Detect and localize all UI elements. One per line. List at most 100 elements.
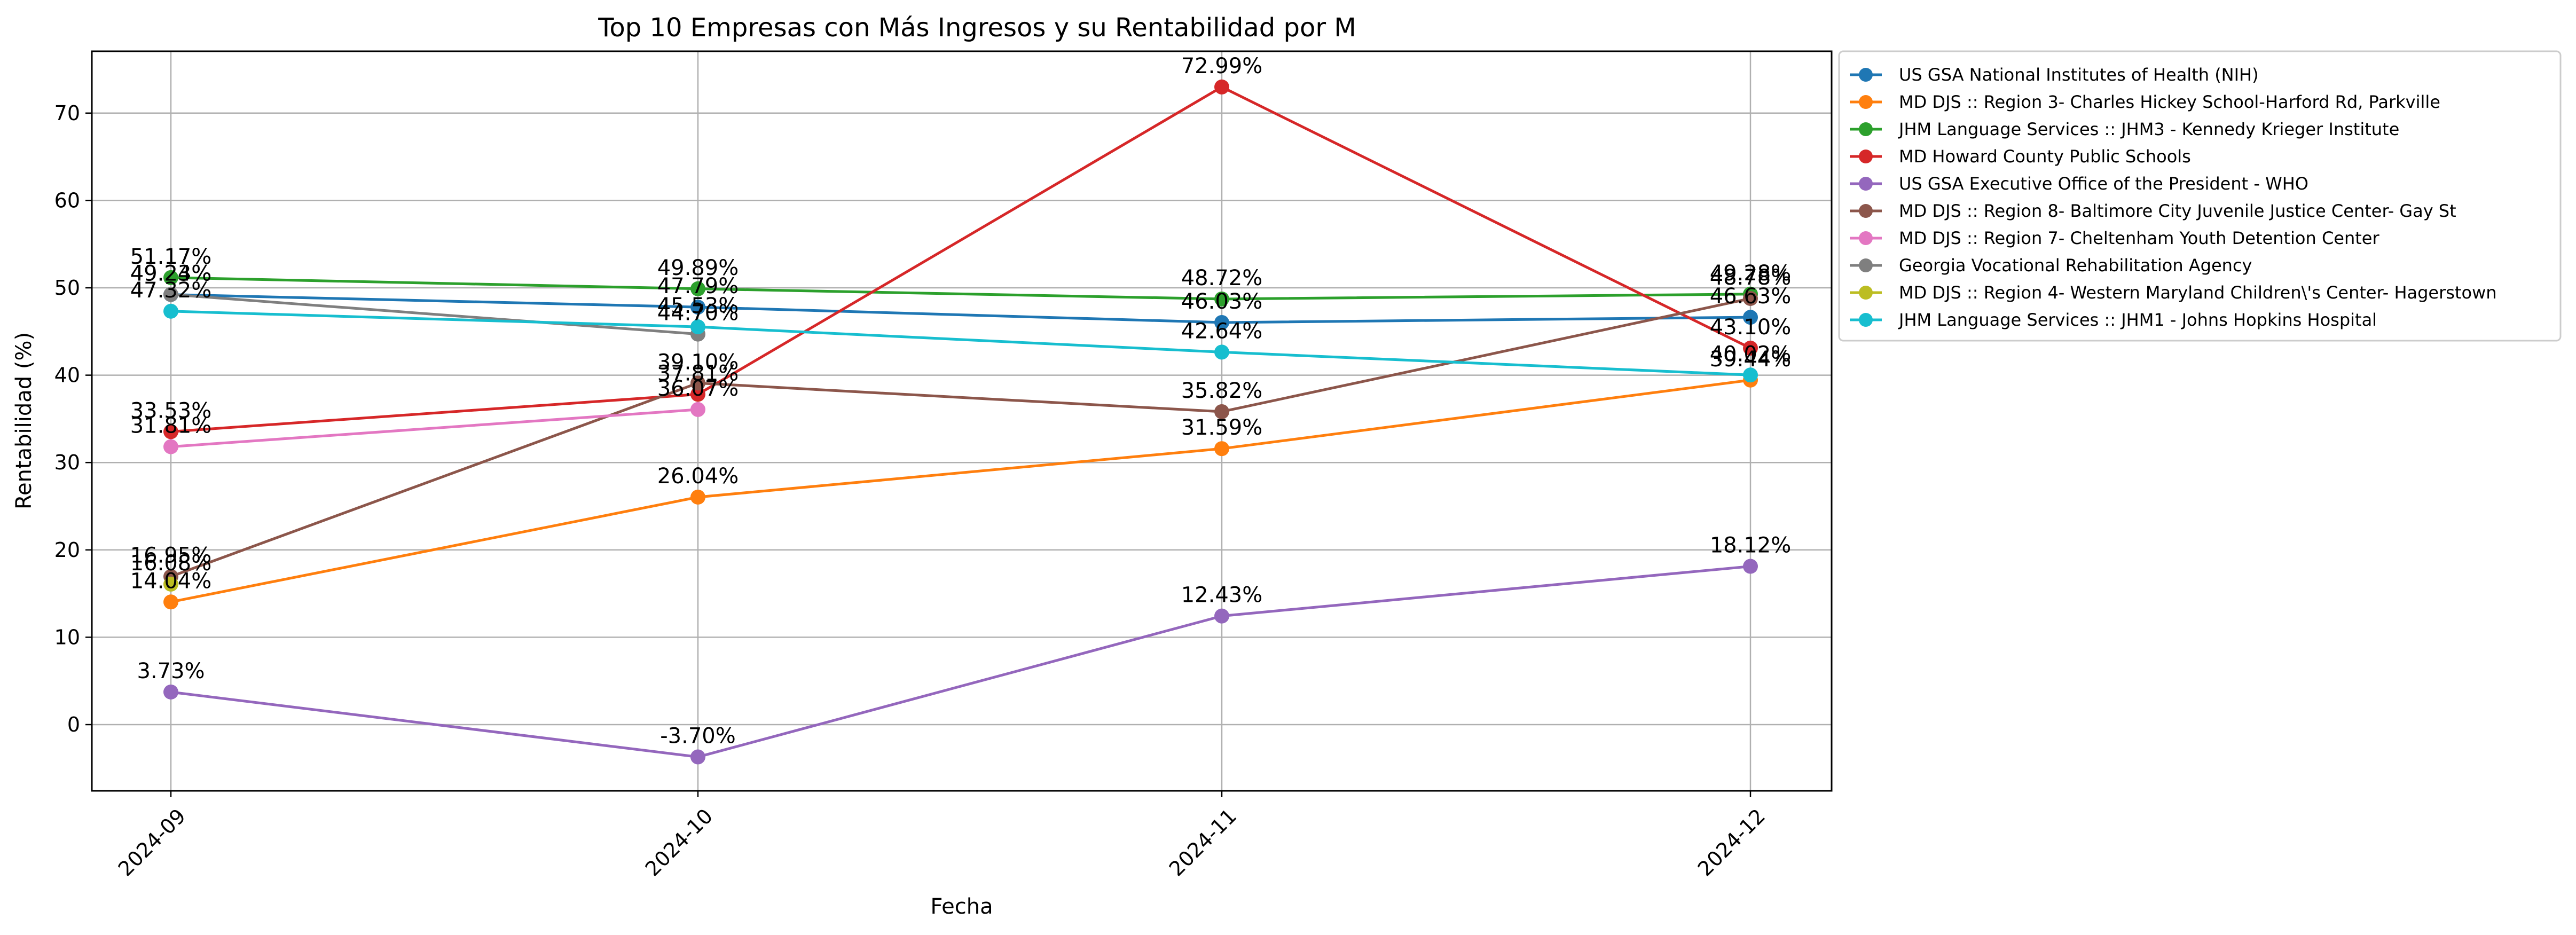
series-9 bbox=[163, 576, 178, 592]
data-point bbox=[690, 281, 705, 296]
legend-item: MD DJS :: Region 7- Cheltenham Youth Det… bbox=[1850, 228, 2379, 248]
y-tick-label: 50 bbox=[54, 276, 80, 300]
legend-label: US GSA National Institutes of Health (NI… bbox=[1899, 65, 2259, 85]
data-point bbox=[163, 594, 178, 610]
y-axis-label: Rentabilidad (%) bbox=[12, 332, 36, 509]
data-label: 18.12% bbox=[1710, 533, 1792, 558]
data-point bbox=[163, 684, 178, 700]
data-label: -3.70% bbox=[660, 724, 736, 749]
grid-lines bbox=[92, 51, 1832, 791]
data-label: 48.72% bbox=[1181, 266, 1263, 290]
plot-frame bbox=[91, 50, 1833, 792]
legend-label: Georgia Vocational Rehabilitation Agency bbox=[1899, 255, 2252, 276]
data-point bbox=[690, 402, 705, 417]
data-label: 51.17% bbox=[130, 245, 212, 269]
data-point bbox=[163, 439, 178, 454]
data-point bbox=[163, 303, 178, 319]
legend-marker bbox=[1859, 122, 1873, 136]
data-label: 39.10% bbox=[657, 350, 739, 374]
legend-item: MD DJS :: Region 8- Baltimore City Juven… bbox=[1850, 201, 2456, 221]
series-line bbox=[170, 276, 1751, 301]
series-4 bbox=[163, 79, 1758, 439]
x-axis-label: Fecha bbox=[930, 894, 993, 919]
data-label: 37.81% bbox=[657, 361, 739, 386]
data-point bbox=[163, 424, 178, 439]
data-label: 47.79% bbox=[657, 274, 739, 298]
chart-title: Top 10 Empresas con Más Ingresos y su Re… bbox=[598, 13, 1356, 43]
series-layer bbox=[163, 79, 1758, 765]
data-point bbox=[690, 300, 705, 315]
legend-item: MD DJS :: Region 4- Western Maryland Chi… bbox=[1850, 282, 2497, 303]
data-label: 49.89% bbox=[657, 256, 739, 280]
data-label: 16.08% bbox=[130, 551, 212, 576]
legend-label: MD DJS :: Region 7- Cheltenham Youth Det… bbox=[1899, 228, 2379, 248]
data-point bbox=[1214, 404, 1229, 419]
legend-label: JHM Language Services :: JHM1 - Johns Ho… bbox=[1898, 310, 2377, 330]
data-label: 12.43% bbox=[1181, 583, 1263, 608]
data-label: 42.64% bbox=[1181, 319, 1263, 343]
series-line bbox=[170, 293, 698, 336]
data-label: 31.81% bbox=[130, 414, 212, 438]
series-5 bbox=[163, 559, 1758, 765]
legend-label: MD Howard County Public Schools bbox=[1899, 146, 2191, 167]
legend-label: MD DJS :: Region 3- Charles Hickey Schoo… bbox=[1899, 92, 2440, 112]
y-tick-label: 60 bbox=[54, 188, 80, 212]
data-point bbox=[1743, 290, 1758, 306]
data-label: 48.78% bbox=[1710, 265, 1792, 290]
legend-marker bbox=[1859, 177, 1873, 191]
plot-area: 49.23% 47.79% 46.03% 46.63% 14.04% 26.04% 31.5… bbox=[91, 50, 1833, 792]
data-label: 40.02% bbox=[1710, 342, 1792, 366]
legend-item: MD Howard County Public Schools bbox=[1850, 146, 2191, 167]
data-point bbox=[1214, 291, 1229, 307]
data-label: 49.28% bbox=[1710, 261, 1792, 286]
data-point bbox=[690, 489, 705, 505]
data-labels: 49.23% 47.79% 46.03% 46.63% 14.04% 26.04% 31.5… bbox=[130, 54, 1792, 749]
data-label: 36.07% bbox=[657, 376, 739, 401]
series-line bbox=[170, 565, 1751, 759]
legend-item: Georgia Vocational Rehabilitation Agency bbox=[1850, 255, 2252, 276]
data-label: 49.23% bbox=[130, 262, 212, 286]
data-label: 46.63% bbox=[1710, 284, 1792, 309]
y-tick-label: 40 bbox=[54, 364, 80, 387]
y-tick-label: 30 bbox=[54, 451, 80, 474]
data-point bbox=[1743, 367, 1758, 383]
legend: US GSA National Institutes of Health (NI… bbox=[1838, 50, 2562, 342]
legend-item: US GSA Executive Office of the President… bbox=[1850, 174, 2308, 194]
data-label: 39.44% bbox=[1710, 347, 1792, 372]
data-point bbox=[163, 270, 178, 285]
y-tick-label: 10 bbox=[54, 625, 80, 649]
data-label: 47.32% bbox=[130, 278, 212, 303]
data-point bbox=[1743, 340, 1758, 356]
data-point bbox=[1743, 310, 1758, 325]
data-label: 31.59% bbox=[1181, 415, 1263, 440]
data-label: 72.99% bbox=[1181, 54, 1263, 78]
y-tick-label: 0 bbox=[67, 713, 80, 736]
data-label: 35.82% bbox=[1181, 379, 1263, 403]
data-label: 26.04% bbox=[657, 464, 739, 489]
data-label: 46.03% bbox=[1181, 289, 1263, 314]
legend-item: MD DJS :: Region 3- Charles Hickey Schoo… bbox=[1850, 92, 2440, 112]
legend-label: MD DJS :: Region 8- Baltimore City Juven… bbox=[1899, 201, 2456, 221]
legend-marker bbox=[1859, 95, 1873, 109]
legend-label: JHM Language Services :: JHM3 - Kennedy … bbox=[1898, 119, 2399, 139]
data-point bbox=[1214, 608, 1229, 624]
data-point bbox=[690, 375, 705, 391]
legend-label: MD DJS :: Region 4- Western Maryland Chi… bbox=[1899, 282, 2497, 303]
series-line bbox=[170, 297, 1751, 578]
data-point bbox=[1214, 344, 1229, 360]
data-label: 3.73% bbox=[137, 659, 205, 683]
legend-marker bbox=[1859, 258, 1873, 272]
data-label: 43.10% bbox=[1710, 315, 1792, 340]
legend-marker bbox=[1859, 313, 1873, 327]
y-axis: 0 10 20 30 40 50 60 70 bbox=[54, 101, 92, 736]
legend-item: JHM Language Services :: JHM1 - Johns Ho… bbox=[1850, 310, 2377, 330]
y-tick-label: 70 bbox=[54, 101, 80, 125]
legend-items: US GSA National Institutes of Health (NI… bbox=[1850, 65, 2497, 330]
data-point bbox=[690, 749, 705, 765]
series-6 bbox=[163, 290, 1758, 584]
data-label: 16.95% bbox=[130, 544, 212, 568]
legend-frame bbox=[1838, 50, 2562, 342]
series-line bbox=[170, 310, 1751, 376]
legend-marker bbox=[1859, 231, 1873, 245]
